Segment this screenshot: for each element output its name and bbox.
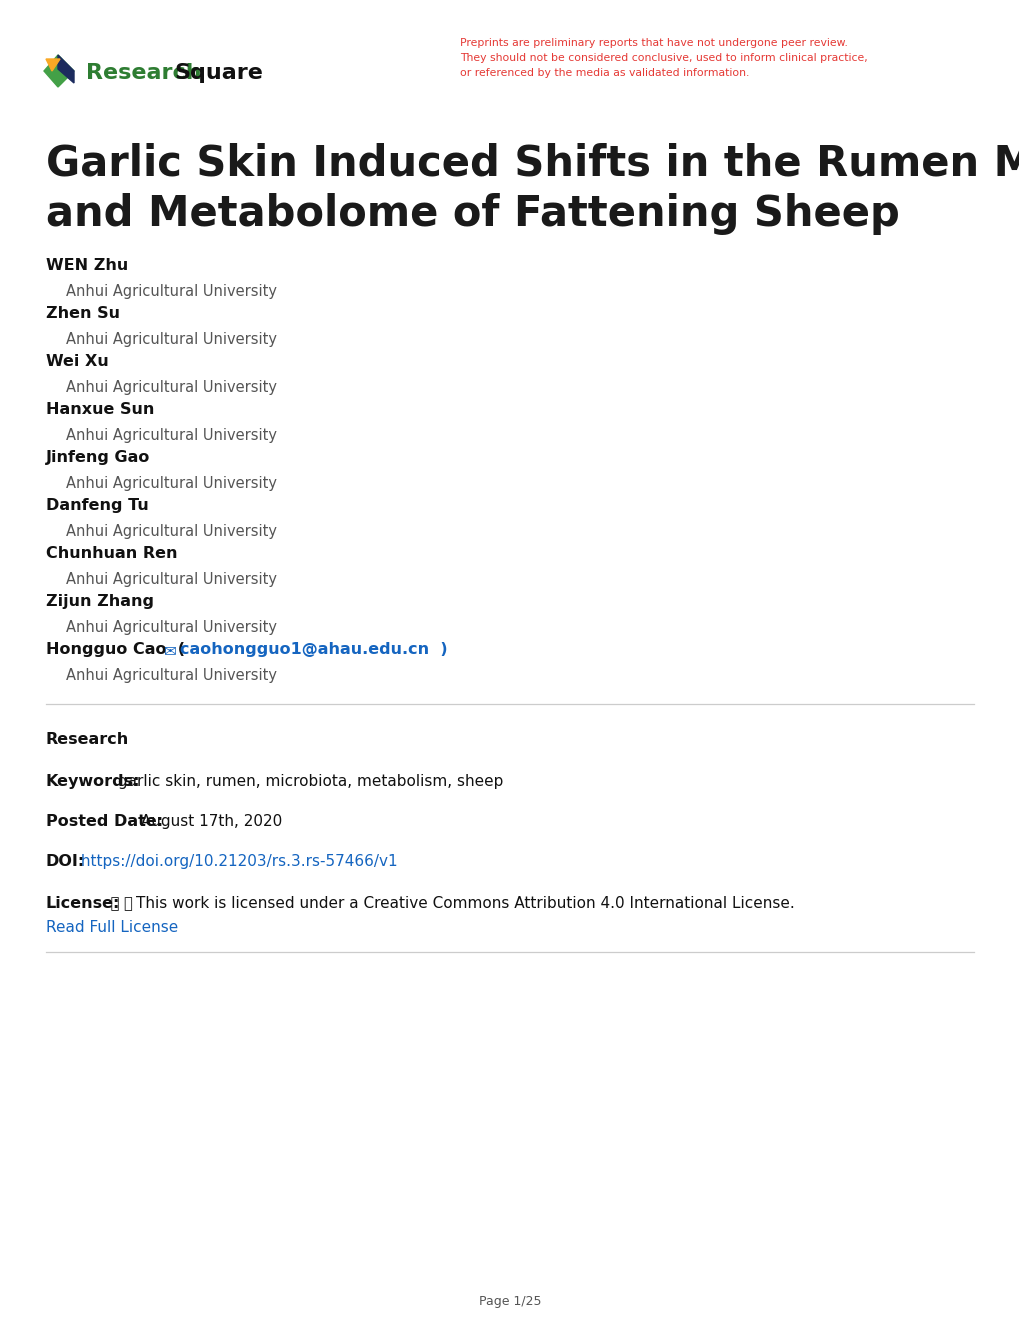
- Text: Wei Xu: Wei Xu: [46, 354, 109, 370]
- Text: Zhen Su: Zhen Su: [46, 306, 120, 321]
- Text: Anhui Agricultural University: Anhui Agricultural University: [66, 284, 277, 300]
- Text: https://doi.org/10.21203/rs.3.rs-57466/v1: https://doi.org/10.21203/rs.3.rs-57466/v…: [76, 854, 397, 869]
- Polygon shape: [44, 55, 74, 87]
- Text: ✉: ✉: [164, 643, 176, 657]
- Text: Square: Square: [174, 63, 263, 83]
- Text: This work is licensed under a Creative Commons Attribution 4.0 International Lic: This work is licensed under a Creative C…: [136, 896, 794, 911]
- Text: Hanxue Sun: Hanxue Sun: [46, 403, 154, 417]
- Text: Keywords:: Keywords:: [46, 774, 141, 789]
- Text: Research: Research: [46, 733, 129, 747]
- Text: caohongguo1@ahau.edu.cn  ): caohongguo1@ahau.edu.cn ): [179, 642, 447, 657]
- Text: Posted Date:: Posted Date:: [46, 814, 163, 829]
- Text: Anhui Agricultural University: Anhui Agricultural University: [66, 333, 277, 347]
- Text: Research: Research: [86, 63, 202, 83]
- Text: Ⓒ ⓘ: Ⓒ ⓘ: [106, 896, 138, 911]
- Text: and Metabolome of Fattening Sheep: and Metabolome of Fattening Sheep: [46, 193, 899, 235]
- Text: WEN Zhu: WEN Zhu: [46, 257, 128, 273]
- Text: DOI:: DOI:: [46, 854, 86, 869]
- Text: Anhui Agricultural University: Anhui Agricultural University: [66, 380, 277, 395]
- Text: Anhui Agricultural University: Anhui Agricultural University: [66, 477, 277, 491]
- Text: Anhui Agricultural University: Anhui Agricultural University: [66, 668, 277, 682]
- Text: August 17th, 2020: August 17th, 2020: [136, 814, 282, 829]
- Text: Danfeng Tu: Danfeng Tu: [46, 498, 149, 513]
- Text: Anhui Agricultural University: Anhui Agricultural University: [66, 524, 277, 539]
- Text: Hongguo Cao  (: Hongguo Cao (: [46, 642, 191, 657]
- Text: Anhui Agricultural University: Anhui Agricultural University: [66, 620, 277, 635]
- Text: Chunhuan Ren: Chunhuan Ren: [46, 546, 177, 561]
- Text: Jinfeng Gao: Jinfeng Gao: [46, 450, 150, 465]
- Text: Page 1/25: Page 1/25: [478, 1295, 541, 1308]
- Text: garlic skin, rumen, microbiota, metabolism, sheep: garlic skin, rumen, microbiota, metaboli…: [113, 774, 503, 789]
- Polygon shape: [58, 55, 74, 83]
- Polygon shape: [46, 59, 60, 71]
- Text: Garlic Skin Induced Shifts in the Rumen Microbiome: Garlic Skin Induced Shifts in the Rumen …: [46, 143, 1019, 185]
- Text: License:: License:: [46, 896, 120, 911]
- Text: Anhui Agricultural University: Anhui Agricultural University: [66, 572, 277, 587]
- Text: Anhui Agricultural University: Anhui Agricultural University: [66, 428, 277, 444]
- Text: Preprints are preliminary reports that have not undergone peer review.
They shou: Preprints are preliminary reports that h…: [460, 38, 867, 78]
- Text: Read Full License: Read Full License: [46, 920, 178, 935]
- Text: Zijun Zhang: Zijun Zhang: [46, 594, 154, 609]
